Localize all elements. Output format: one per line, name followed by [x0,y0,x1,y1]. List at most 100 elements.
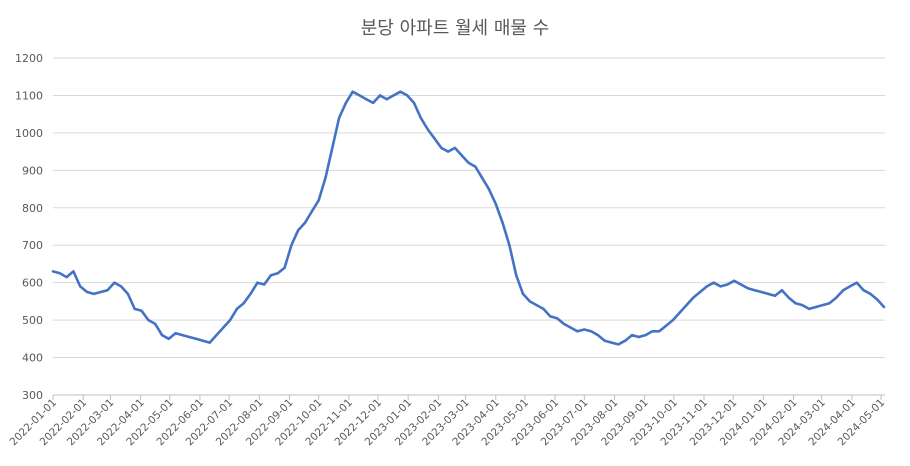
data-point [508,244,511,247]
data-point [365,98,368,101]
data-point [412,101,416,105]
data-point [705,285,709,288]
data-point [317,199,320,202]
y-tick-label: 300 [22,389,43,402]
data-point [344,101,348,105]
data-point [140,309,143,312]
data-point [617,343,620,346]
data-point [460,154,463,157]
data-point [624,339,627,342]
data-point [501,221,504,224]
data-point [119,285,123,288]
data-point [453,146,457,150]
data-point [235,307,239,311]
data-point [426,127,429,131]
data-point [208,341,211,344]
y-tick-label: 1200 [15,52,43,65]
data-point [589,330,593,333]
data-point [630,333,634,337]
data-point [644,333,647,337]
data-point [801,303,804,307]
data-point [692,296,695,299]
data-point [154,322,157,326]
data-point [406,94,409,97]
data-point [773,294,777,297]
data-point [92,292,96,296]
data-point [263,283,266,286]
data-point [399,90,402,93]
data-point [542,307,545,311]
y-axis-tick-labels: 300 400 500 600 700 800 900 1000 1100 1200 [15,52,43,402]
data-point [848,285,852,288]
data-point [310,210,313,213]
data-point [882,305,886,309]
data-point [181,333,184,337]
data-point [733,279,736,282]
data-point [698,290,702,294]
data-point [821,303,824,307]
data-point [855,281,858,284]
gridlines [53,57,885,396]
data-point [780,289,784,292]
data-point [133,307,136,311]
data-point [555,317,559,320]
data-point [331,146,334,150]
data-point [562,322,566,326]
data-point [726,283,729,286]
data-point [201,339,205,342]
data-point [767,292,770,296]
data-point [269,274,273,277]
data-point [242,302,245,305]
data-point [739,283,743,286]
data-point [174,332,177,335]
data-point [521,292,525,296]
data-point [194,337,198,340]
data-point [188,335,191,339]
data-point [596,333,600,337]
data-point [719,285,722,288]
data-point [79,285,82,288]
data-point [535,303,538,307]
data-point [869,292,872,296]
data-point [358,94,361,97]
data-point [303,221,307,224]
data-point [474,165,477,168]
data-point [440,146,443,150]
data-point [549,315,552,318]
data-point [433,137,436,140]
data-point [113,281,116,284]
data-point [760,290,763,294]
data-point [862,289,865,292]
data-point [794,302,797,305]
data-point [222,326,225,329]
data-point [753,289,756,292]
data-point [814,305,818,309]
data-point [337,116,341,120]
data-point [85,290,89,294]
data-point [658,330,661,333]
data-point [65,275,68,279]
data-point [487,187,491,191]
data-point [685,303,688,307]
data-point [494,202,497,206]
data-point [160,333,164,337]
data-point [610,341,613,344]
data-point [371,101,375,105]
data-point [215,333,218,337]
y-tick-label: 800 [22,202,43,215]
data-point [72,270,75,273]
data-point [787,296,790,299]
y-tick-label: 700 [22,239,43,252]
data-point [290,244,293,247]
data-point [876,298,879,301]
y-tick-label: 900 [22,164,43,177]
y-tick-label: 400 [22,352,43,365]
y-tick-label: 1100 [15,89,43,102]
series-line-0 [51,90,886,346]
data-point [51,270,55,273]
data-point [828,302,831,305]
data-point [583,328,586,331]
data-point [671,318,675,322]
